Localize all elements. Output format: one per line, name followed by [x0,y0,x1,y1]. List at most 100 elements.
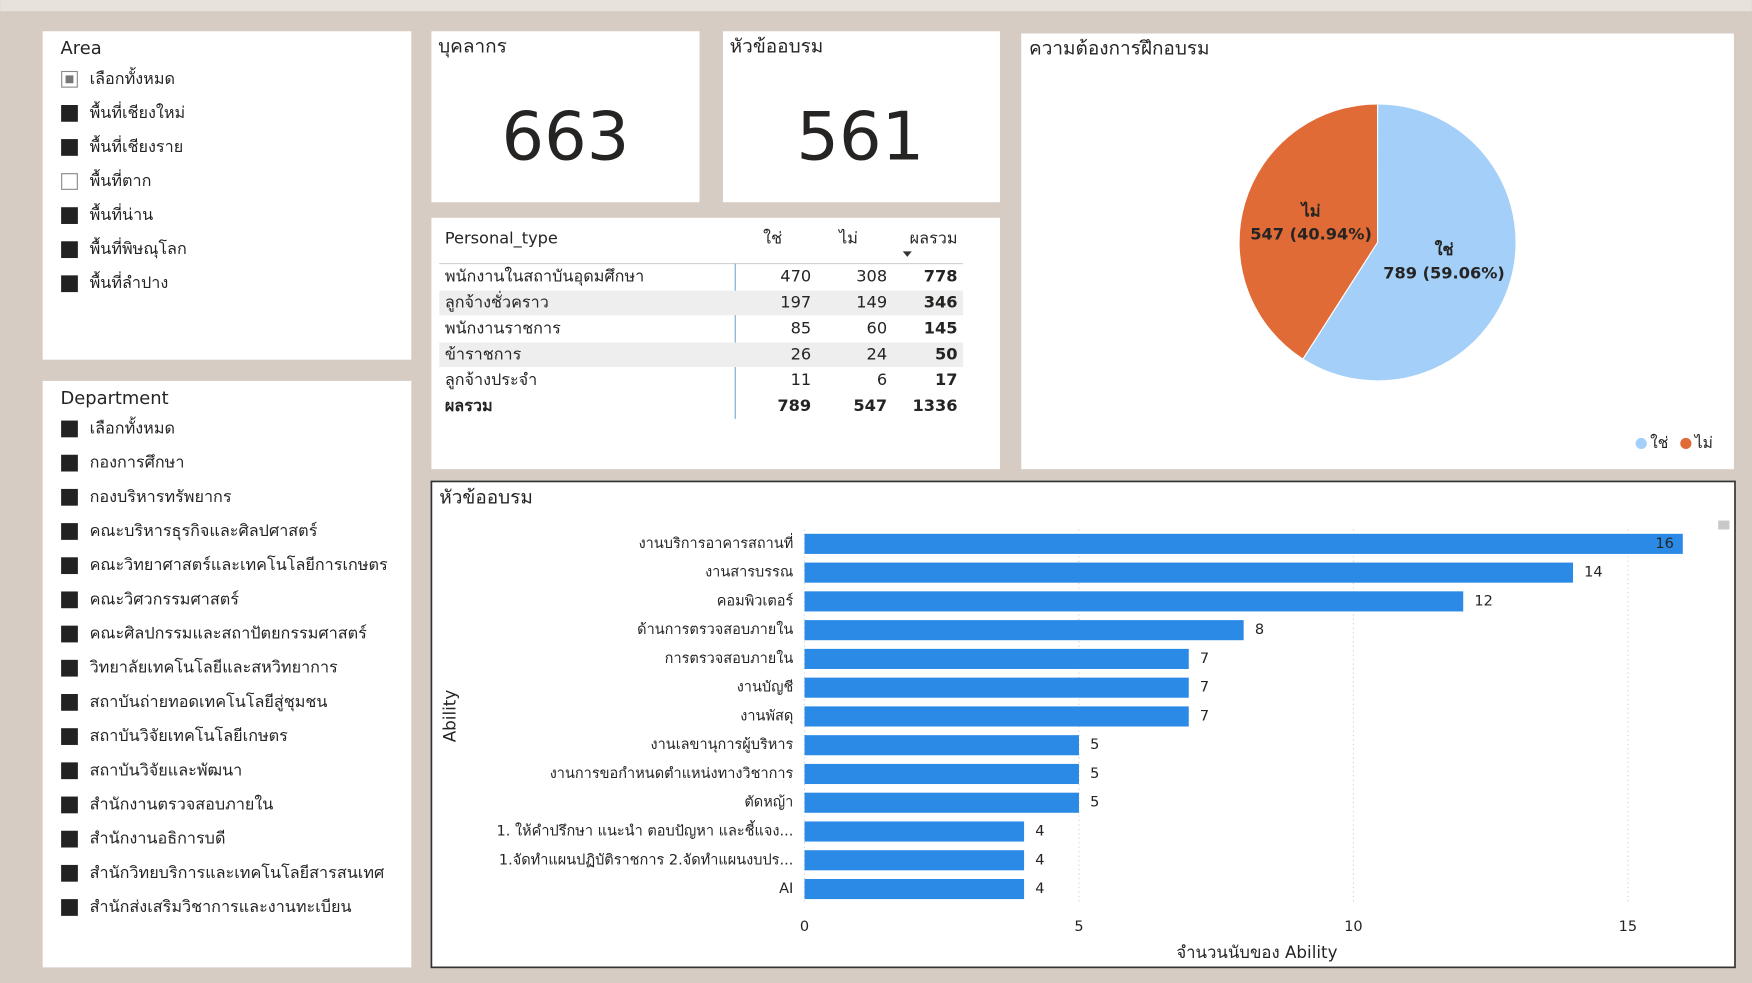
bar [804,792,1079,813]
y-axis-label: Ability [439,690,459,743]
table-cell: 17 [935,370,958,389]
slicer-item[interactable]: กองการศึกษา [90,453,185,472]
table-cell: 197 [780,292,811,311]
y-tick-label: งานสารบรรณ [705,565,793,581]
slicer-item[interactable]: เลือกทั้งหมด [90,416,175,437]
y-tick-label: คอมพิวเตอร์ [717,592,794,609]
slicer-item[interactable]: พื้นที่เชียงราย [90,135,184,156]
checkbox[interactable] [61,241,78,259]
table-cell: 145 [924,318,958,337]
checkbox[interactable] [61,557,78,575]
checkbox[interactable] [61,762,78,780]
slicer-item[interactable]: สถาบันวิจัยและพัฒนา [90,760,243,779]
slicer-item[interactable]: พื้นที่ตาก [90,169,152,190]
slicer-item[interactable]: พื้นที่พิษณุโลก [90,237,187,259]
slicer-item[interactable]: พื้นที่เชียงใหม่ [90,101,186,122]
bar [804,850,1025,871]
bar [804,677,1189,698]
value-label: 16 [1655,536,1673,552]
checkbox[interactable] [61,591,78,609]
y-tick-label: งานการขอกำหนดตำแหน่งทางวิชาการ [550,766,794,782]
checkbox[interactable] [61,728,78,745]
table-cell: 24 [867,344,888,363]
card-value: 663 [502,97,630,175]
table-header: ใช่ [763,229,782,248]
value-label: 4 [1035,852,1044,868]
value-label: 7 [1200,680,1209,696]
checkbox[interactable] [61,173,78,190]
bar [804,562,1574,583]
card-value: 561 [796,97,924,175]
value-label: 5 [1090,737,1099,753]
bar [804,620,1244,641]
slicer-item[interactable]: พื้นที่ลำปาง [90,271,169,292]
table-cell: 308 [856,267,887,286]
checkbox[interactable] [61,523,78,540]
chart-title: หัวข้ออบรม [439,487,533,509]
pie-slice [1238,103,1379,360]
table-row-band [439,342,964,368]
checkbox[interactable] [61,899,78,916]
y-tick-label: ด้านการตรวจสอบภายใน [637,620,793,638]
slicer-item[interactable]: สำนักงานตรวจสอบภายใน [90,794,274,813]
slicer-item[interactable]: วิทยาลัยเทคโนโลยีและสหวิทยาการ [90,658,338,677]
y-tick-label: ตัดหญ้า [744,794,793,811]
x-axis-label: จำนวนนับของ Ability [1176,942,1337,962]
checkbox-partial [65,75,74,84]
table-total: ผลรวม [445,396,493,415]
y-tick-label: งานเลขานุการผู้บริหาร [651,736,794,753]
checkbox[interactable] [61,625,78,643]
checkbox[interactable] [61,488,78,506]
table-cell: ลูกจ้างประจำ [445,370,537,390]
area-slicer [42,31,412,360]
slicer-item[interactable]: สำนักวิทยบริการและเทคโนโลยีสารสนเทศ [90,863,385,882]
slicer-item[interactable]: คณะวิทยาศาสตร์และเทคโนโลยีการเกษตร [90,555,388,574]
slicer-item[interactable]: พื้นที่น่าน [90,203,154,224]
checkbox[interactable] [61,659,78,677]
slicer-item[interactable]: คณะวิศวกรรมศาสตร์ [90,589,240,608]
value-label: 7 [1200,651,1209,667]
checkbox[interactable] [61,864,78,882]
sort-arrow[interactable] [902,251,912,257]
x-tick-label: 10 [1344,919,1362,935]
table-cell: 778 [924,267,958,286]
checkbox[interactable] [61,830,78,848]
table-cell: 85 [791,318,812,337]
value-label: 12 [1474,593,1492,609]
checkbox[interactable] [61,139,78,156]
top-strip [0,0,1752,12]
table-header: Personal_type [445,229,558,249]
bar [804,735,1079,756]
checkbox[interactable] [61,796,78,814]
value-label: 4 [1035,881,1044,897]
checkbox[interactable] [61,694,78,711]
checkbox[interactable] [61,275,78,293]
scrollbar[interactable] [1718,520,1730,530]
slicer-title: Department [61,388,169,409]
table-cell: 470 [780,267,811,286]
slicer-item[interactable]: สถาบันถ่ายทอดเทคโนโลยีสู่ชุมชน [90,692,328,712]
slicer-item[interactable]: สำนักส่งเสริมวิชาการและงานทะเบียน [90,897,352,916]
checkbox[interactable] [61,454,78,472]
checkbox[interactable] [61,207,78,224]
checkbox[interactable] [61,420,78,438]
slicer-item[interactable]: คณะบริหารธุรกิจและศิลปศาสตร์ [90,521,318,541]
table-total: 1336 [912,396,957,415]
slicer-item[interactable]: เลือกทั้งหมด [90,67,175,88]
table-header: ไม่ [837,229,858,248]
slicer-item[interactable]: สถาบันวิจัยเทคโนโลยีเกษตร [90,726,289,745]
bar [804,821,1025,842]
slicer-item[interactable]: กองบริหารทรัพยากร [90,487,232,506]
bar [804,763,1079,785]
slicer-item[interactable]: คณะศิลปกรรมและสถาปัตยกรรมศาสตร์ [90,624,368,643]
x-tick-label: 15 [1619,919,1637,935]
slicer-item[interactable]: สำนักงานอธิการบดี [90,829,226,848]
bar [804,648,1189,669]
x-tick-label: 0 [800,919,809,935]
checkbox[interactable] [61,105,78,122]
card [431,31,700,203]
bar [804,878,1025,900]
table-cell: 149 [856,292,887,311]
